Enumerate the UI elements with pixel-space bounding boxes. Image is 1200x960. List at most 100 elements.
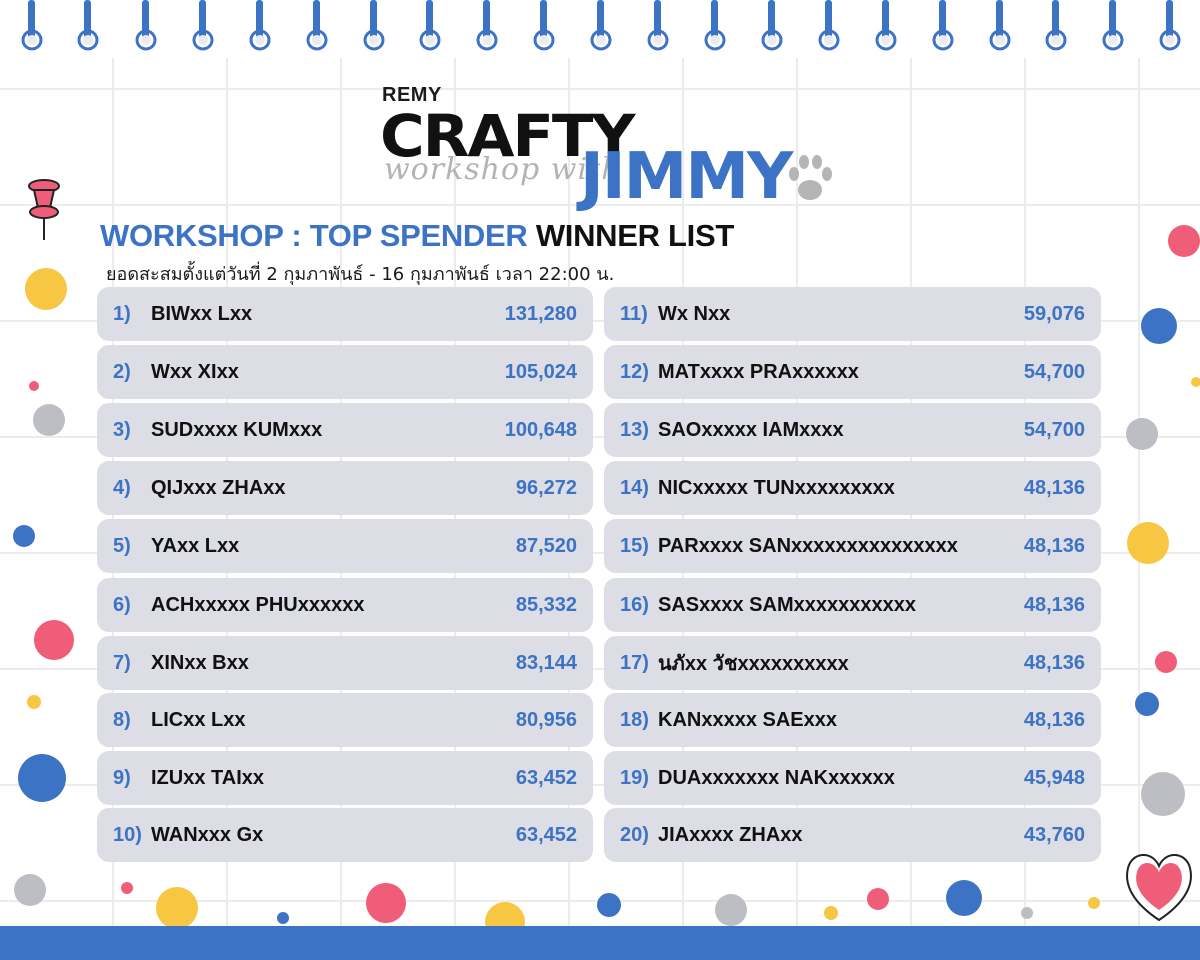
winner-rank: 7) [113,651,131,674]
winner-row: 2) Wxx XIxx 105,024 [97,345,593,399]
winner-rank: 2) [113,360,131,383]
winner-name: WANxxx Gx [151,823,264,846]
winner-rank: 19) [620,766,649,789]
winner-amount: 63,452 [515,766,577,789]
winner-amount: 87,520 [515,534,577,557]
winner-row: 19) DUAxxxxxxx NAKxxxxxx 45,948 [604,751,1101,805]
decorative-dot [1191,377,1200,387]
winner-amount: 80,956 [515,708,577,731]
spiral-ring [932,0,954,51]
logo: REMY CRAFTY workshop with JIMMY [380,84,840,214]
winner-row: 16) SASxxxx SAMxxxxxxxxxxx 48,136 [604,578,1101,632]
winner-amount: 131,280 [504,302,577,325]
winner-amount: 63,452 [515,823,577,846]
winner-name: BIWxx Lxx [151,302,253,325]
winner-name: NICxxxxx TUNxxxxxxxxx [658,476,895,499]
winner-rank: 1) [113,302,131,325]
winner-amount: 48,136 [1023,593,1085,616]
decorative-dot [824,906,838,920]
spiral-ring [135,0,157,51]
heart-sticker-icon [1126,854,1192,922]
winner-amount: 59,076 [1023,302,1085,325]
winner-rank: 16) [620,593,649,616]
winner-row: 12) MATxxxx PRAxxxxxx 54,700 [604,345,1101,399]
winner-rank: 9) [113,766,131,789]
decorative-dot [1141,308,1177,344]
winner-rank: 13) [620,418,649,441]
decorative-dot [33,404,65,436]
decorative-dot [1127,522,1169,564]
winner-name: DUAxxxxxxx NAKxxxxxx [658,766,895,789]
decorative-dot [156,887,198,929]
decorative-dot [18,754,66,802]
decorative-dot [946,880,982,916]
decorative-dot [29,381,39,391]
winner-row: 20) JIAxxxx ZHAxx 43,760 [604,808,1101,862]
decorative-dot [25,268,67,310]
winner-row: 8) LICxx Lxx 80,956 [97,693,593,747]
decorative-dot [1135,692,1159,716]
winner-amount: 96,272 [515,476,577,499]
spiral-ring [249,0,271,51]
winner-name: QIJxxx ZHAxx [151,476,286,499]
winner-row: 7) XINxx Bxx 83,144 [97,636,593,690]
winner-rank: 8) [113,708,131,731]
winner-rank: 18) [620,708,649,731]
winner-row: 6) ACHxxxxx PHUxxxxxx 85,332 [97,578,593,632]
spiral-ring [761,0,783,51]
winner-name: ACHxxxxx PHUxxxxxx [151,593,365,616]
winner-rank: 10) [113,823,142,846]
decorative-dot [715,894,747,926]
spiral-ring [1159,0,1181,51]
winner-rank: 20) [620,823,649,846]
winner-amount: 48,136 [1023,476,1085,499]
spiral-ring [989,0,1011,51]
logo-crafty: CRAFTY [380,102,635,170]
winner-name: SAOxxxxx IAMxxxx [658,418,844,441]
winner-row: 1) BIWxx Lxx 131,280 [97,287,593,341]
winner-name: นภัxx วัชxxxxxxxxxx [658,653,849,675]
decorative-dot [1155,651,1177,673]
winner-amount: 48,136 [1023,534,1085,557]
brand-remy: REMY [382,84,442,106]
spiral-ring [647,0,669,51]
winner-rank: 3) [113,418,131,441]
logo-jimmy: JIMMY [580,140,793,214]
decorative-dot [277,912,289,924]
spiral-ring [533,0,555,51]
winner-amount: 105,024 [504,360,577,383]
winner-row: 11) Wx Nxx 59,076 [604,287,1101,341]
winner-amount: 48,136 [1023,708,1085,731]
decorative-dot [867,888,889,910]
spiral-ring [590,0,612,51]
winner-rank: 12) [620,360,649,383]
decorative-dot [366,883,406,923]
pushpin-icon [28,179,60,240]
winner-rank: 4) [113,476,131,499]
winner-name: KANxxxxx SAExxx [658,708,837,731]
decorative-dot [597,893,621,917]
winner-row: 3) SUDxxxx KUMxxx 100,648 [97,403,593,457]
decorative-dot [14,874,46,906]
winner-row: 18) KANxxxxx SAExxx 48,136 [604,693,1101,747]
winner-amount: 45,948 [1023,766,1085,789]
spiral-ring [818,0,840,51]
winner-name: IZUxx TAIxx [151,766,264,789]
winner-name: MATxxxx PRAxxxxxx [658,360,859,383]
winner-amount: 100,648 [504,418,577,441]
winner-rank: 14) [620,476,649,499]
decorative-dot [34,620,74,660]
winner-name: SUDxxxx KUMxxx [151,418,323,441]
winner-name: XINxx Bxx [151,651,249,674]
title-winner-list: WINNER LIST [535,218,734,253]
logo-workshop-with: workshop with [384,152,622,187]
spiral-ring [77,0,99,51]
winner-rank: 5) [113,534,131,557]
spiral-ring [476,0,498,51]
winner-name: YAxx Lxx [151,534,240,557]
winner-name: SASxxxx SAMxxxxxxxxxxx [658,593,916,616]
winner-rank: 6) [113,593,131,616]
spiral-ring [21,0,43,51]
period-subtitle: ยอดสะสมตั้งแต่วันที่ 2 กุมภาพันธ์ - 16 ก… [106,264,615,285]
title-top-spender: WORKSHOP : TOP SPENDER [100,218,528,253]
